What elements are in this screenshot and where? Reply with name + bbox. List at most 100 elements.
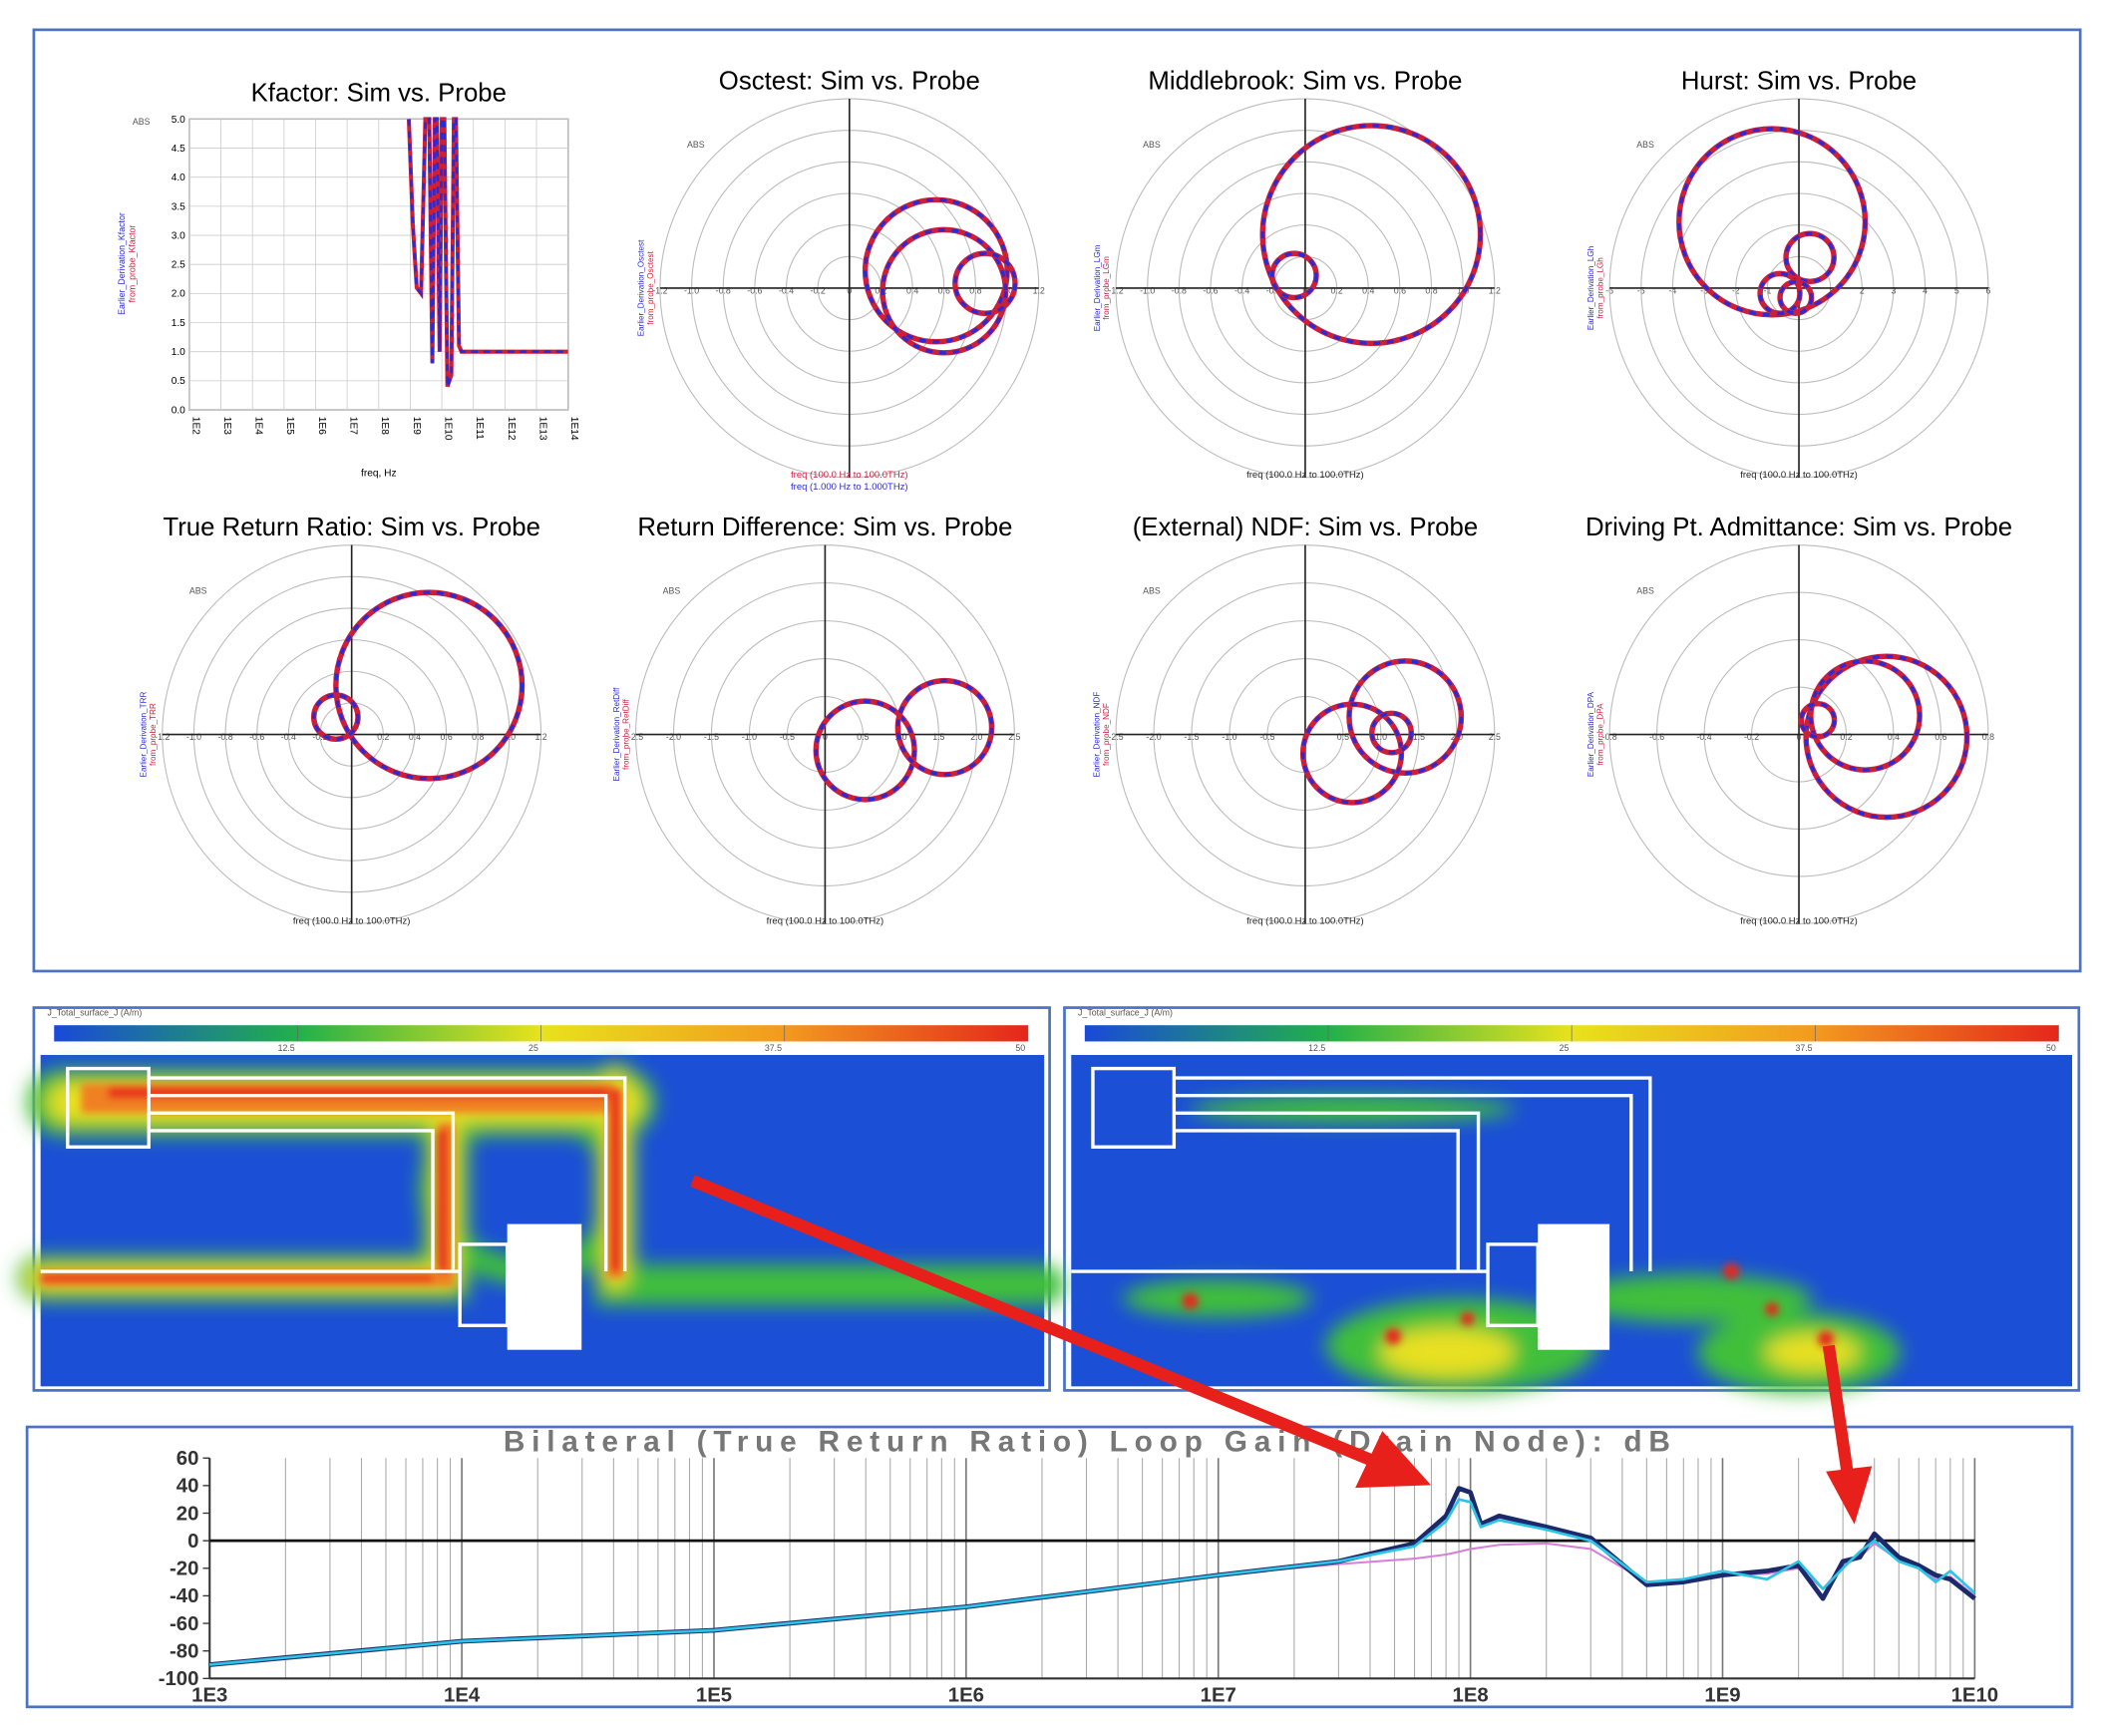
- tick-label: 4: [1923, 285, 1928, 295]
- tick-label: 6: [1985, 285, 1990, 295]
- hot-spots: [1182, 1262, 1835, 1348]
- x-tick-label: 1E3: [221, 417, 232, 435]
- y-axis-label: Earlier_Derivation_RetDiff: [612, 687, 621, 782]
- x-tick-label: 1E11: [474, 417, 485, 440]
- y-axis-label: Earlier_Derivation_LGh: [1586, 246, 1595, 330]
- y-axis-label: from_probe_LGm: [1102, 256, 1111, 320]
- tick-label: 0.4: [1362, 285, 1374, 295]
- tick-label: 1.0: [1375, 732, 1387, 742]
- legend-label: freq (1.000 Hz to 1.000THz): [791, 482, 908, 493]
- x-tick-label: 1E7: [348, 417, 359, 435]
- tick-label: 0.2: [1330, 285, 1342, 295]
- tick-label: 1.5: [1413, 732, 1425, 742]
- legend-label: freq (100.0 Hz to 100.0THz): [1740, 470, 1858, 481]
- corner-label: ABS: [189, 585, 207, 595]
- y-tick-label: 20: [176, 1503, 199, 1525]
- tick-label: 0.6: [1934, 732, 1946, 742]
- chart-title: Bilateral (True Return Ratio) Loop Gain …: [504, 1425, 1677, 1458]
- tick-label: 0.5: [857, 732, 869, 742]
- x-tick-label: 1E4: [253, 417, 264, 435]
- colorbar-label: 50: [2046, 1043, 2056, 1053]
- colorbar-title: J_Total_surface_J (A/m): [47, 1008, 142, 1018]
- left-heatmap: [17, 1055, 1065, 1387]
- loop-probe: [1260, 124, 1483, 346]
- tick-label: 2: [1860, 285, 1865, 295]
- y-axis-label: from_probe_LGh: [1595, 257, 1604, 318]
- colorbar-title: J_Total_surface_J (A/m): [1078, 1008, 1173, 1018]
- legend-label: freq (100.0 Hz to 100.0THz): [293, 915, 411, 926]
- traces: [40, 1066, 627, 1328]
- colorbar-label: 25: [528, 1043, 538, 1053]
- y-axis-label: from_probe_Kfactor: [128, 225, 138, 303]
- tick-label: 0.8: [969, 285, 981, 295]
- y-axis-label: from_probe_NDF: [1102, 703, 1111, 766]
- x-tick-label: 1E5: [284, 417, 295, 435]
- x-tick-label: 1E9: [1704, 1684, 1740, 1706]
- loop-probe: [1270, 251, 1318, 300]
- core-currents: [40, 1083, 624, 1286]
- chart-title: Kfactor: Sim vs. Probe: [251, 80, 507, 108]
- loop-probe: [334, 590, 525, 781]
- pad: [1538, 1223, 1610, 1350]
- x-tick-label: 1E10: [1951, 1684, 1998, 1706]
- legend-label: freq (100.0 Hz to 100.0THz): [1246, 470, 1364, 481]
- right-heatmap: [1071, 1055, 2073, 1394]
- arrow-head: [1355, 1431, 1432, 1489]
- y-tick-label: 5.0: [172, 115, 185, 126]
- tick-label: 0.4: [906, 285, 918, 295]
- y-axis-label: Earlier_Derivation_NDF: [1093, 692, 1102, 778]
- y-axis-label: Earlier_Derivation_Osctest: [637, 239, 646, 336]
- data-line-dashed: [407, 118, 568, 388]
- tick-label: 0.4: [409, 732, 421, 742]
- y-tick-label: 4.5: [172, 144, 185, 155]
- corner-label: ABS: [663, 585, 681, 595]
- tick-label: 0.8: [1425, 285, 1437, 295]
- tick-label: 1.5: [932, 732, 944, 742]
- x-axis-label: freq, Hz: [361, 468, 397, 479]
- colorbar-label: 37.5: [1795, 1043, 1812, 1053]
- y-tick-label: 0.0: [172, 405, 185, 416]
- tick-label: 0.2: [377, 732, 389, 742]
- legend-label: freq (100.0 Hz to 100.0THz): [791, 470, 908, 481]
- traces: [1071, 1066, 1652, 1328]
- chart-title: Osctest: Sim vs. Probe: [719, 68, 980, 96]
- loop-probe: [1784, 231, 1836, 283]
- x-tick-label: 1E12: [506, 417, 517, 441]
- x-tick-label: 1E6: [948, 1684, 984, 1706]
- chart-title: Return Difference: Sim vs. Probe: [637, 514, 1012, 541]
- y-tick-label: 1.0: [172, 347, 185, 358]
- loop-probe: [880, 227, 1008, 355]
- loop-probe: [814, 699, 916, 802]
- loop-probe: [1347, 659, 1464, 775]
- tick-label: 1.2: [534, 732, 546, 742]
- tick-label: 1: [1828, 285, 1833, 295]
- y-tick-label: -40: [170, 1585, 198, 1607]
- x-tick-label: 1E5: [696, 1684, 732, 1706]
- y-tick-label: 3.0: [172, 230, 185, 241]
- y-axis-label: Earlier_Derivation_Kfactor: [117, 212, 127, 315]
- colorbar-label: 12.5: [278, 1043, 295, 1053]
- corner-label: ABS: [1636, 585, 1654, 595]
- tick-label: 0.6: [1394, 285, 1406, 295]
- y-axis-label: Earlier_Derivation_TRR: [139, 692, 148, 778]
- x-tick-label: 1E13: [536, 417, 547, 441]
- chart-title: (External) NDF: Sim vs. Probe: [1133, 514, 1478, 541]
- tick-label: 0.6: [938, 285, 950, 295]
- x-tick-label: 1E8: [379, 417, 390, 435]
- loop-probe: [1809, 659, 1922, 772]
- y-axis-label: from_probe_TRR: [149, 703, 158, 766]
- bottom-panel: [25, 1425, 2074, 1709]
- x-tick-label: 1E4: [444, 1684, 481, 1706]
- loop-probe: [1677, 127, 1868, 317]
- chart-title: Driving Pt. Admittance: Sim vs. Probe: [1585, 514, 2012, 541]
- tick-label: 0.8: [472, 732, 484, 742]
- pad: [507, 1223, 582, 1350]
- chart-title: Middlebrook: Sim vs. Probe: [1148, 68, 1462, 96]
- y-axis-label: Earlier_Derivation_LGm: [1093, 244, 1102, 331]
- hot-zones: [1122, 1095, 1901, 1394]
- loop-probe: [311, 693, 360, 741]
- data-line: [209, 1498, 1976, 1666]
- tick-label: 0.2: [1840, 732, 1852, 742]
- arrow-head: [1826, 1466, 1873, 1525]
- x-tick-label: 1E9: [411, 417, 422, 435]
